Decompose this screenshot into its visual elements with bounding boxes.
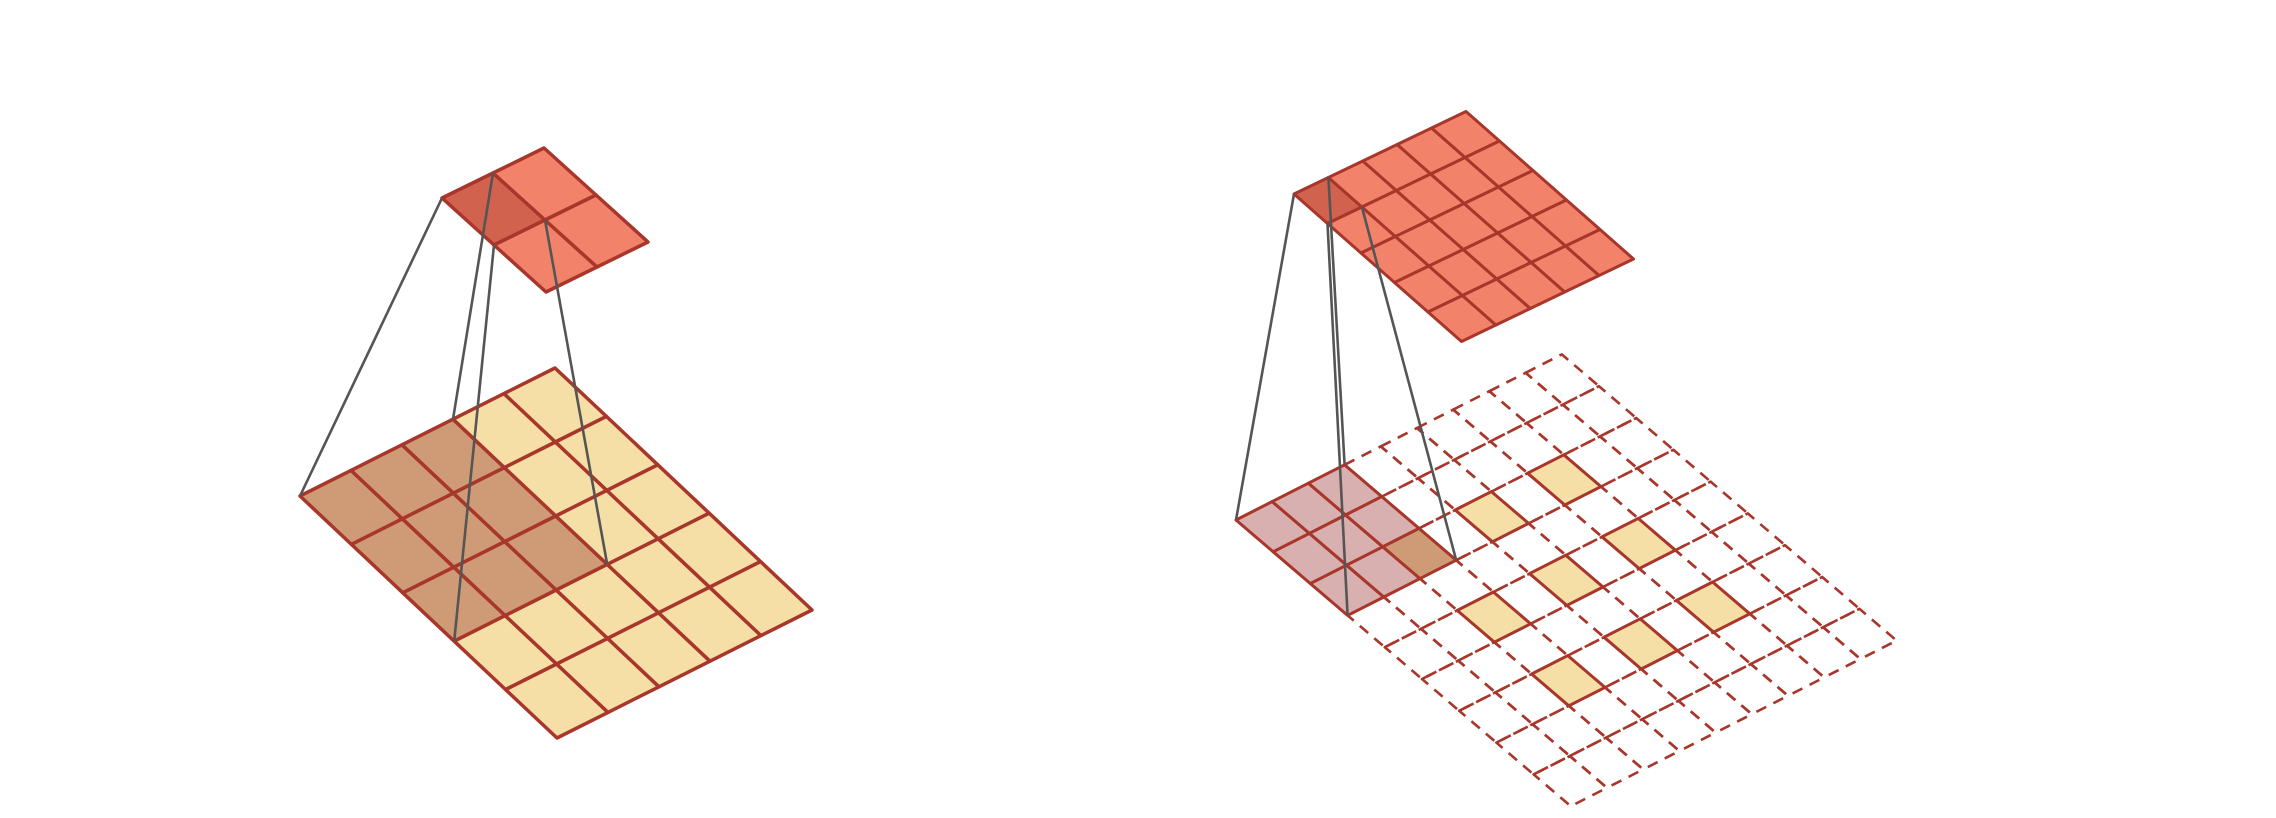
padded-cell (1488, 371, 1565, 425)
padded-cell (1638, 599, 1715, 652)
padded-cell (1603, 667, 1680, 721)
padded-cell (1489, 421, 1566, 475)
padded-cell (1749, 644, 1826, 698)
padded-cell (1532, 754, 1609, 808)
input-cell (1455, 590, 1533, 644)
padded-cell (1524, 353, 1601, 406)
padded-cell (1456, 640, 1533, 694)
input-cell (1453, 490, 1531, 544)
input-cell (1602, 617, 1679, 671)
projection-lines (298, 172, 609, 642)
padded-cell (1419, 609, 1496, 662)
padded-cell (1490, 471, 1567, 525)
padded-cell (1568, 736, 1645, 790)
padded-cell (1451, 389, 1528, 443)
padded-cell (1674, 530, 1751, 584)
transposed-convolution-diagram (1234, 110, 1898, 808)
input-cell (1526, 453, 1603, 507)
padded-cell (1415, 408, 1492, 462)
padded-cell (1561, 384, 1638, 438)
padded-cell (1452, 440, 1529, 493)
padded-cell (1640, 699, 1717, 753)
output-grid (1292, 110, 1635, 343)
padded-cell (1821, 607, 1898, 661)
padded-cell (1416, 458, 1493, 512)
input-cell (1530, 654, 1607, 708)
padded-cell (1379, 426, 1456, 480)
projection-line (1326, 223, 1349, 616)
input-grid (298, 366, 814, 740)
padded-cell (1527, 503, 1604, 557)
padded-cell (1710, 512, 1787, 565)
output-cell (543, 193, 650, 269)
padded-cell (1713, 662, 1790, 716)
padded-cell (1343, 445, 1420, 498)
padded-cell (1747, 543, 1824, 597)
input-cell (1600, 516, 1677, 571)
input-cell (707, 559, 814, 638)
padded-cell (1525, 403, 1602, 457)
projection-line (543, 219, 609, 565)
padded-cell (1673, 480, 1750, 534)
padded-cell (1748, 594, 1825, 647)
padded-cell (1711, 562, 1788, 616)
padded-cell (1562, 435, 1639, 488)
padded-cell (1676, 630, 1753, 684)
output-grid (440, 146, 650, 294)
padded-cell (1785, 625, 1862, 679)
padded-cell (1531, 704, 1608, 758)
input-cell (1528, 553, 1605, 607)
padded-cell (1420, 659, 1497, 713)
padded-cell (1635, 448, 1712, 502)
padded-cell (1636, 498, 1713, 552)
projection-line (1360, 206, 1458, 561)
padded-cell (1457, 691, 1534, 744)
projection-lines (1234, 177, 1458, 616)
padded-cell (1529, 604, 1606, 657)
padded-cell (1599, 466, 1676, 520)
projection-line (1327, 177, 1346, 465)
input-cell (1674, 580, 1752, 634)
projection-line (452, 244, 496, 642)
padded-cell (1454, 540, 1531, 594)
padded-cell (1784, 575, 1861, 629)
projection-line (451, 172, 495, 420)
output-cell (1564, 228, 1635, 277)
padded-cell (1604, 717, 1681, 771)
padded-cell (1492, 572, 1569, 626)
padded-input-grid (1234, 353, 1898, 808)
projection-line (298, 197, 444, 497)
padded-cell (1601, 567, 1678, 621)
padded-cell (1494, 672, 1571, 726)
projection-line (1234, 193, 1296, 521)
strided-convolution-diagram (298, 146, 814, 740)
padded-cell (1495, 722, 1572, 776)
padded-cell (1380, 476, 1457, 530)
padded-cell (1677, 681, 1754, 734)
padded-cell (1383, 627, 1460, 681)
padded-cell (1566, 635, 1643, 689)
padded-cell (1564, 535, 1641, 589)
padded-cell (1598, 416, 1675, 470)
